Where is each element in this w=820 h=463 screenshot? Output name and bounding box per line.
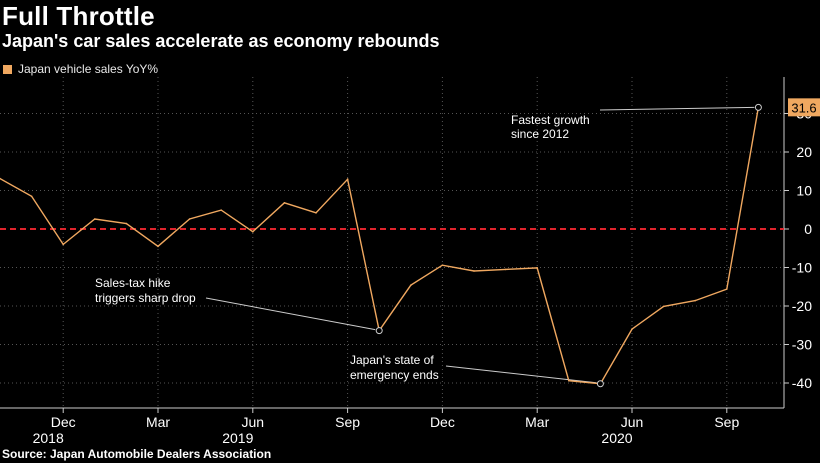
data-point (94, 218, 96, 220)
data-point (504, 268, 507, 271)
chart-legend: Japan vehicle sales YoY% (3, 62, 158, 76)
x-tick-label: Jun (621, 414, 644, 430)
y-tick-label: -20 (792, 298, 812, 314)
data-point (536, 267, 538, 269)
annotation-text-fastest-growth: since 2012 (511, 127, 569, 141)
annotation-leader-sales-tax (205, 297, 376, 331)
data-point (568, 379, 570, 382)
data-point (252, 230, 254, 233)
x-tick-label: Sep (335, 414, 360, 430)
legend-label: Japan vehicle sales YoY% (18, 62, 159, 76)
last-value-box (788, 98, 820, 117)
data-point (188, 218, 191, 220)
last-value-label: 31.6 (791, 100, 816, 115)
source-note: Source: Japan Automobile Dealers Associa… (2, 447, 272, 461)
x-tick-label: Dec (51, 414, 76, 430)
data-point (662, 305, 665, 308)
series-line-japan-vehicle-sales (0, 107, 760, 385)
annotation-marker (754, 103, 762, 111)
x-year-label: 2018 (33, 430, 64, 446)
annotation-text-sales-tax: triggers sharp drop (95, 291, 196, 305)
annotation-marker (375, 327, 383, 335)
data-point (315, 212, 317, 214)
annotation-marker (596, 380, 604, 388)
annotation-leader-fastest-growth (599, 106, 755, 111)
annotation-text-emergency: Japan's state of (350, 353, 434, 367)
data-point (125, 222, 128, 225)
annotation-text-fastest-growth: Fastest growth (511, 113, 590, 127)
data-point (410, 284, 412, 287)
y-tick-label: -30 (792, 337, 812, 353)
y-tick-label: 20 (796, 144, 812, 160)
data-point (346, 178, 349, 181)
data-point (0, 177, 1, 180)
y-tick-label: 0 (804, 221, 812, 237)
x-tick-label: Mar (146, 414, 170, 430)
data-point (726, 288, 728, 290)
data-point (62, 243, 64, 246)
chart-subtitle: Japan's car sales accelerate as economy … (2, 31, 440, 51)
legend-swatch (3, 64, 12, 74)
data-point (441, 264, 444, 266)
data-point (157, 245, 159, 248)
y-tick-label: -10 (792, 260, 812, 276)
x-tick-label: Sep (714, 414, 739, 430)
y-tick-label: 10 (796, 183, 812, 199)
data-point (631, 328, 633, 330)
data-point (473, 270, 475, 272)
annotation-text-emergency: emergency ends (350, 368, 439, 382)
annotation-text-sales-tax: Sales-tax hike (95, 276, 171, 290)
x-tick-label: Mar (525, 414, 549, 430)
x-year-label: 2020 (601, 430, 632, 446)
x-year-label: 2019 (222, 430, 253, 446)
x-tick-label: Jun (242, 414, 265, 430)
annotation-leader-emergency (445, 365, 597, 384)
data-point (30, 195, 33, 198)
data-point (220, 209, 222, 211)
data-point (694, 299, 696, 302)
line-chart: -40-30-20-100102030DecMarJunSepDecMarJun… (0, 77, 820, 446)
chart-title: Full Throttle (2, 1, 155, 31)
data-point (283, 202, 286, 204)
x-tick-label: Dec (430, 414, 455, 430)
y-tick-label: -40 (792, 375, 812, 391)
